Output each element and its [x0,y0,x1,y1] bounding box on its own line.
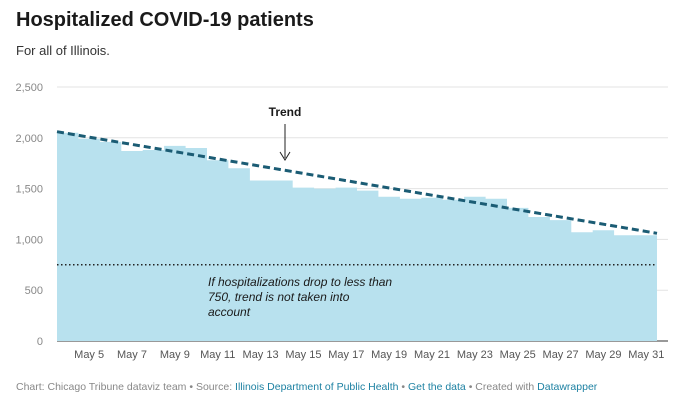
x-tick-label: May 15 [285,349,321,361]
hospitalized-area [57,132,657,341]
x-tick-label: May 9 [160,349,190,361]
area-series [57,132,657,341]
trend-arrow-head [279,151,291,161]
y-tick-label: 2,500 [15,82,43,94]
y-axis-ticks: 0 500 1,000 1,500 2,000 2,500 [15,82,43,348]
footer-created-with: Created with [475,381,538,393]
x-tick-label: May 19 [371,349,407,361]
x-tick-label: May 23 [457,349,493,361]
x-axis-ticks: May 5 May 7 May 9 May 11 May 13 May 15 May 17 M… [74,349,664,361]
x-tick-label: May 11 [200,349,235,361]
overlays: If hospitalizations drop to less than 750… [56,105,658,319]
y-tick-label: 2,000 [15,133,43,145]
footer-source-label: Source: [195,381,236,393]
get-data-link[interactable]: Get the data [407,381,466,393]
chart-title: Hospitalized COVID-19 patients [16,9,314,31]
y-tick-label: 1,500 [15,184,43,196]
datawrapper-link[interactable]: Datawrapper [537,381,598,393]
chart-subtitle: For all of Illinois. [16,43,110,58]
y-tick-label: 0 [37,336,43,348]
x-tick-label: May 5 [74,349,104,361]
x-tick-label: May 27 [543,349,579,361]
x-tick-label: May 21 [414,349,450,361]
chart-footer: Chart: Chicago Tribune dataviz team • So… [16,381,598,393]
trend-label: Trend [269,105,302,119]
x-tick-label: May 17 [328,349,364,361]
y-tick-label: 500 [25,285,43,297]
x-tick-label: May 13 [243,349,279,361]
threshold-annotation: If hospitalizations drop to less than 750… [208,275,392,319]
y-tick-label: 1,000 [15,234,43,246]
x-tick-label: May 7 [117,349,147,361]
x-tick-label: May 25 [500,349,536,361]
trend-line [56,130,658,235]
x-tick-label: May 31 [628,349,664,361]
x-tick-label: May 29 [585,349,621,361]
footer-credit: Chart: Chicago Tribune dataviz team [16,381,187,393]
source-link[interactable]: Illinois Department of Public Health [235,381,399,393]
chart-svg: 0 500 1,000 1,500 2,000 2,500 May 5 May 7 May 9… [15,82,668,361]
